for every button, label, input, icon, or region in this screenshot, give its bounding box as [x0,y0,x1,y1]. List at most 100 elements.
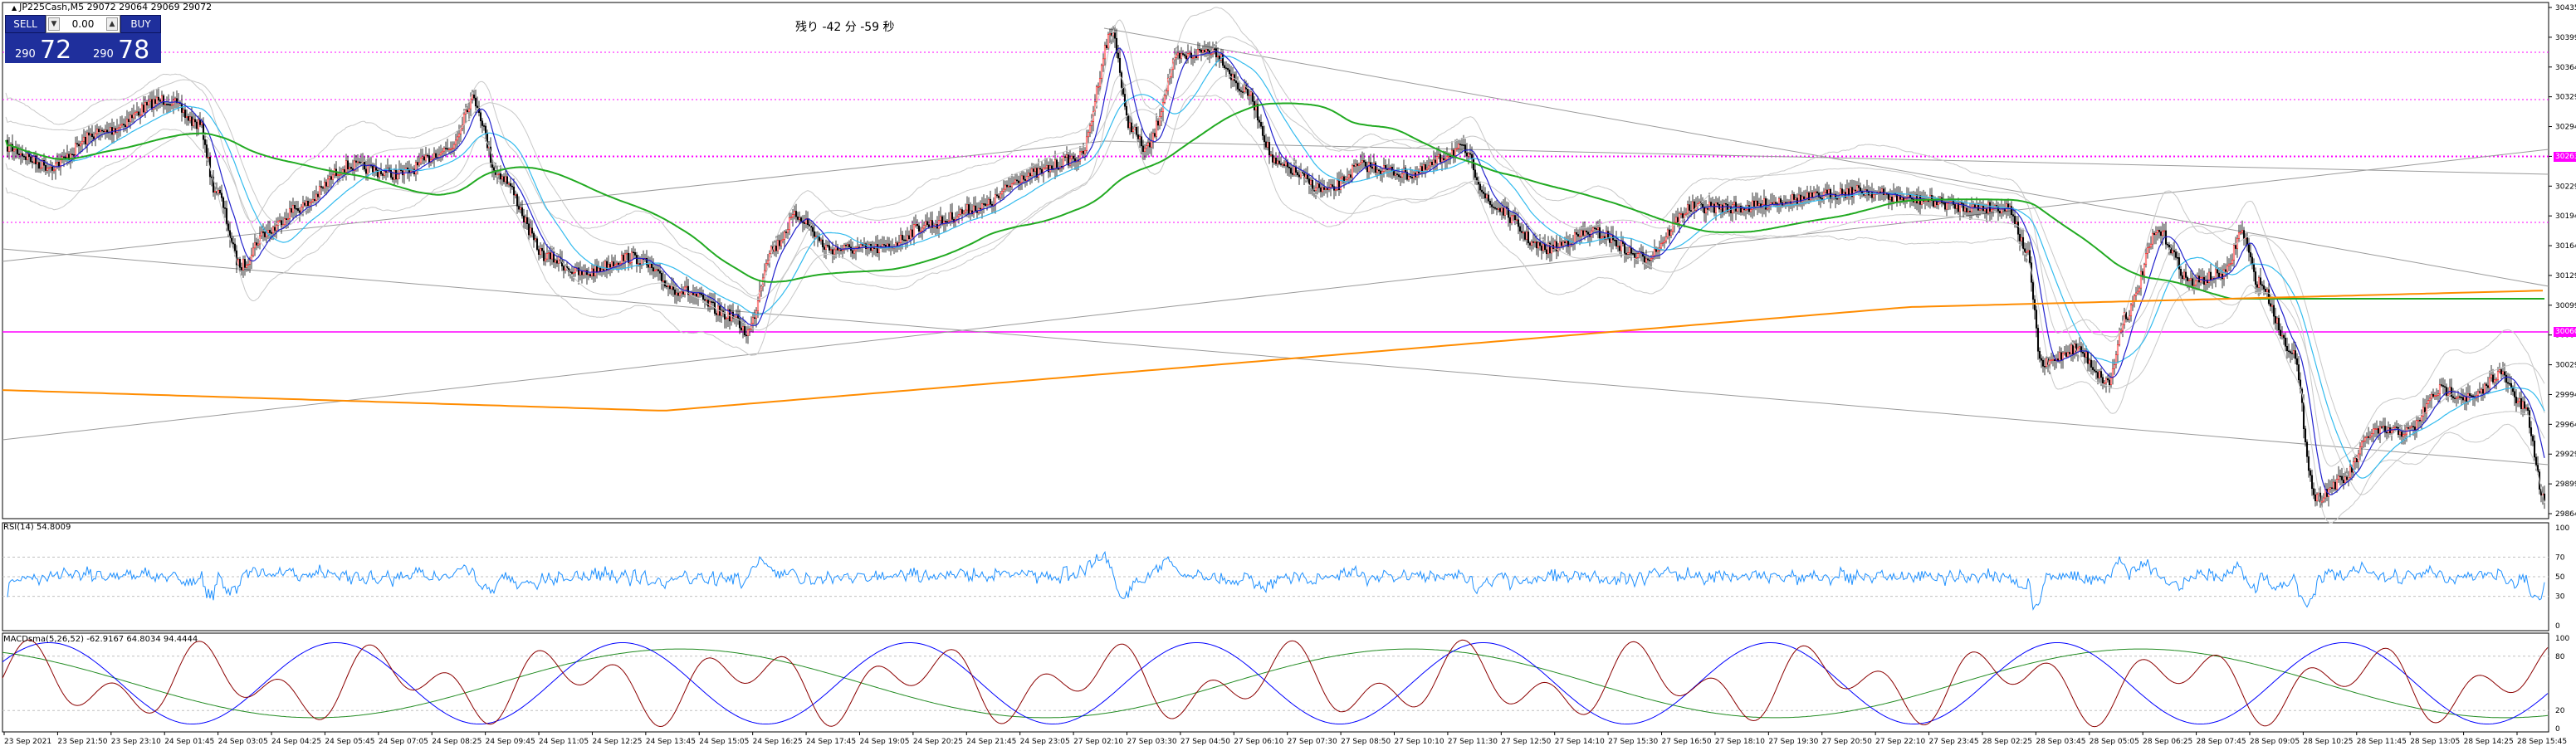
time-tick-label: 27 Sep 12:50 [1501,738,1551,746]
rsi-line [7,550,2545,612]
sell-price-block[interactable]: 290 72 [5,33,83,63]
buy-button[interactable]: BUY [120,15,161,33]
time-tick-label: 27 Sep 08:50 [1341,738,1391,746]
price-tick-label: 30029 [2555,362,2576,370]
time-tick-label: 28 Sep 10:25 [2303,738,2353,746]
time-tick-label: 24 Sep 07:05 [379,738,428,746]
sell-price-big: 72 [40,36,72,65]
time-tick-label: 28 Sep 07:45 [2197,738,2246,746]
price-tick-label: 30164 [2555,242,2576,251]
time-tick-label: 27 Sep 22:10 [1875,738,1925,746]
time-tick-label: 24 Sep 05:45 [325,738,374,746]
time-tick-label: 28 Sep 15:45 [2517,738,2567,746]
time-tick-label: 27 Sep 02:10 [1073,738,1123,746]
one-click-trading-panel: 290 72 290 78 SELL ▼ 0.00 ▲ BUY [5,15,161,65]
rsi-label: RSI(14) 54.8009 [3,523,71,532]
time-tick-label: 24 Sep 09:45 [486,738,535,746]
time-tick-label: 24 Sep 12:25 [592,738,642,746]
time-tick-label: 28 Sep 03:45 [2036,738,2085,746]
time-tick-label: 27 Sep 14:10 [1555,738,1605,746]
time-tick-label: 27 Sep 06:10 [1234,738,1283,746]
time-tick-label: 23 Sep 21:50 [57,738,107,746]
rsi-tick-label: 30 [2555,593,2565,602]
time-tick-label: 28 Sep 11:45 [2357,738,2407,746]
level-price-tag-lower: 30060 [2554,327,2576,337]
time-tick-label: 24 Sep 13:45 [646,738,696,746]
trade-panel-top-row: SELL ▼ 0.00 ▲ BUY [5,15,161,33]
time-tick-label: 27 Sep 23:45 [1929,738,1979,746]
price-tick-label: 29864 [2555,510,2576,519]
buy-price-small: 290 [93,48,114,61]
rsi-tick-label: 50 [2555,573,2565,582]
price-tick-label: 30229 [2555,183,2576,191]
stoch-tick-label: 20 [2555,707,2565,715]
time-tick-label: 28 Sep 09:05 [2250,738,2300,746]
time-tick-label: 24 Sep 21:45 [966,738,1016,746]
time-tick-label: 24 Sep 20:25 [913,738,963,746]
time-tick-label: 24 Sep 01:45 [164,738,214,746]
time-tick-label: 24 Sep 16:25 [753,738,803,746]
time-tick-label: 24 Sep 19:05 [859,738,909,746]
time-tick-label: 27 Sep 11:30 [1448,738,1498,746]
stoch-tick-label: 0 [2555,725,2560,734]
stoch-signal-line [2,642,2549,724]
time-tick-label: 28 Sep 06:25 [2143,738,2192,746]
trend-line [2,149,2549,441]
symbol-title-text: JP225Cash,M5 29072 29064 29069 29072 [19,2,213,12]
stoch-label: MACDsma(5,26,52) -62.9167 64.8034 94.444… [3,635,198,644]
stoch-slow-line [2,648,2549,719]
time-tick-label: 24 Sep 03:05 [218,738,268,746]
price-tick-label: 30364 [2555,64,2576,72]
sell-price-small: 290 [15,48,36,61]
lot-decrease-icon[interactable]: ▼ [48,17,60,31]
main-chart-frame [2,2,2549,519]
trend-line [2,140,1105,262]
lot-size-value: 0.00 [71,18,95,30]
time-tick-label: 23 Sep 23:10 [111,738,161,746]
lot-size-field[interactable]: ▼ 0.00 ▲ [46,15,120,33]
time-tick-label: 24 Sep 17:45 [806,738,856,746]
price-tick-label: 30099 [2555,302,2576,310]
rsi-tick-label: 70 [2555,553,2565,562]
collapse-triangle-icon[interactable]: ▲ [12,4,17,12]
moving-average-cyan [5,56,2545,479]
time-tick-label: 28 Sep 02:25 [1982,738,2032,746]
symbol-title: ▲ JP225Cash,M5 29072 29064 29069 29072 [12,2,212,12]
trend-line [1103,27,2549,287]
time-tick-label: 27 Sep 10:10 [1395,738,1444,746]
stoch-main-line [2,639,2549,728]
buy-price-block[interactable]: 290 78 [83,33,161,63]
time-tick-label: 27 Sep 16:50 [1662,738,1712,746]
time-tick-label: 27 Sep 07:30 [1288,738,1337,746]
time-tick-label: 24 Sep 04:25 [271,738,321,746]
stoch-tick-label: 100 [2555,635,2569,643]
stoch-tick-label: 80 [2555,653,2565,661]
lot-increase-icon[interactable]: ▲ [106,17,118,31]
price-tick-label: 29899 [2555,480,2576,489]
sell-button[interactable]: SELL [5,15,46,33]
bar-countdown: 残り -42 分 -59 秒 [795,21,895,34]
time-tick-label: 27 Sep 19:30 [1768,738,1818,746]
price-tick-label: 30194 [2555,212,2576,221]
time-tick-label: 27 Sep 18:10 [1715,738,1765,746]
rsi-tick-label: 100 [2555,524,2569,533]
moving-average-blue [5,47,2545,495]
time-tick-label: 27 Sep 03:30 [1127,738,1176,746]
price-tick-label: 30129 [2555,272,2576,280]
sell-button-label: SELL [13,18,37,30]
time-tick-label: 28 Sep 14:25 [2464,738,2514,746]
price-tick-label: 30294 [2555,124,2576,132]
buy-button-label: BUY [130,18,151,30]
time-tick-label: 23 Sep 2021 [4,738,51,746]
rsi-tick-label: 0 [2555,622,2560,631]
trend-line [2,248,2549,466]
moving-average-green [5,102,2544,300]
time-tick-label: 24 Sep 11:05 [539,738,589,746]
time-tick-label: 28 Sep 05:05 [2090,738,2139,746]
time-tick-label: 24 Sep 15:05 [699,738,749,746]
bollinger-upper-outer [5,7,2545,467]
time-tick-label: 27 Sep 04:50 [1180,738,1230,746]
time-tick-label: 24 Sep 08:25 [432,738,481,746]
